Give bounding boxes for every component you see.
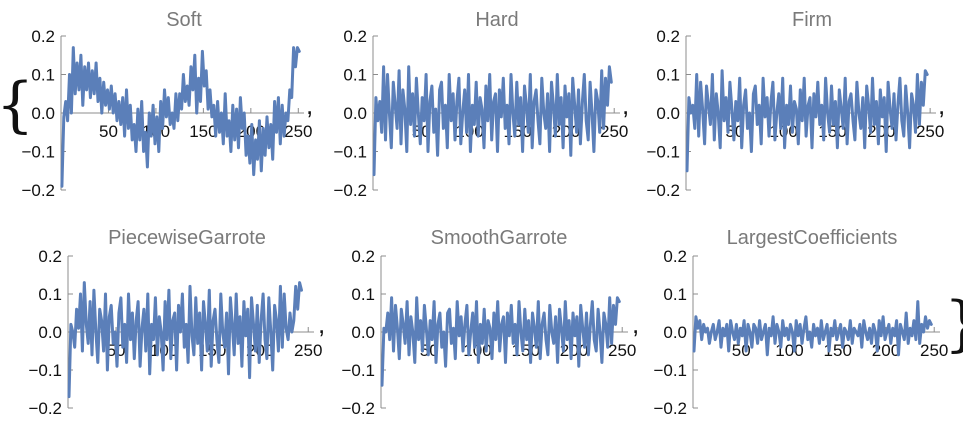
y-tick-label: 0.1 — [343, 66, 367, 85]
y-tick-label: 0.0 — [351, 323, 375, 342]
series-line — [380, 296, 621, 387]
x-tick-label: 250 — [608, 341, 636, 360]
y-tick-label: −0.1 — [653, 361, 687, 380]
separator-comma-4: , — [318, 309, 325, 339]
panel-title: SmoothGarrote — [431, 227, 568, 249]
series-line — [692, 300, 933, 357]
panel-piecewisegarrote: PiecewiseGarrote−0.2−0.10.00.10.250 100 15… — [28, 227, 322, 418]
y-tick-label: −0.1 — [28, 361, 62, 380]
y-tick-label: −0.1 — [646, 143, 680, 162]
x-tick-label: 200 — [552, 122, 580, 141]
y-tick-label: 0.0 — [38, 323, 62, 342]
series-line — [67, 281, 303, 399]
x-tick-label: 200 — [560, 341, 588, 360]
separator-comma-2: , — [622, 90, 629, 120]
panel-title: Firm — [792, 9, 832, 31]
panel-hard: Hard−0.2−0.10.00.10.250 100 150 200 250 — [333, 9, 628, 200]
y-tick-label: −0.2 — [341, 399, 375, 418]
panel-title: LargestCoefficients — [727, 227, 898, 249]
panel-title: Hard — [475, 9, 518, 31]
x-tick-label: 250 — [600, 122, 628, 141]
y-tick-label: −0.2 — [653, 399, 687, 418]
y-tick-label: 0.0 — [343, 104, 367, 123]
y-tick-label: 0.1 — [38, 285, 62, 304]
x-tick-label: 150 — [189, 122, 217, 141]
y-tick-label: 0.0 — [663, 323, 687, 342]
y-tick-label: −0.2 — [646, 181, 680, 200]
x-tick-label: 200 — [867, 122, 895, 141]
y-tick-label: 0.1 — [663, 285, 687, 304]
panel-firm: Firm−0.2−0.10.00.10.250 100 150 200 250 — [646, 9, 944, 200]
y-tick-label: 0.1 — [31, 66, 55, 85]
x-tick-label: 250 — [284, 122, 312, 141]
series-line — [685, 69, 929, 173]
y-tick-label: −0.2 — [333, 181, 367, 200]
y-tick-label: 0.1 — [656, 66, 680, 85]
y-tick-label: 0.0 — [656, 104, 680, 123]
series-line — [60, 46, 301, 188]
y-tick-label: 0.2 — [38, 247, 62, 266]
y-tick-label: −0.2 — [21, 181, 55, 200]
y-tick-label: 0.2 — [343, 27, 367, 46]
series-line — [372, 65, 613, 177]
y-tick-label: 0.2 — [656, 27, 680, 46]
panel-title: Soft — [166, 9, 202, 31]
y-tick-label: −0.1 — [341, 361, 375, 380]
panel-largestcoefficients: LargestCoefficients−0.2−0.10.00.10.250 10… — [653, 227, 948, 418]
y-tick-label: 0.1 — [351, 285, 375, 304]
separator-comma-1: , — [306, 90, 313, 120]
y-tick-label: 0.2 — [31, 27, 55, 46]
panel-smoothgarrote: SmoothGarrote−0.2−0.10.00.10.250 100 150 20… — [341, 227, 636, 418]
separator-comma-3: , — [938, 90, 945, 120]
separator-comma-5: , — [632, 309, 639, 339]
x-tick-label: 250 — [916, 122, 944, 141]
panel-title: PiecewiseGarrote — [108, 227, 266, 249]
y-tick-label: 0.0 — [31, 104, 55, 123]
x-tick-label: 250 — [294, 341, 322, 360]
panel-soft: Soft−0.2−0.10.00.10.250 100 150 200 250 — [21, 9, 312, 200]
y-tick-label: −0.2 — [28, 399, 62, 418]
close-brace: } — [944, 289, 963, 359]
y-tick-label: −0.1 — [21, 143, 55, 162]
x-tick-label: 250 — [920, 341, 948, 360]
y-tick-label: 0.2 — [663, 247, 687, 266]
x-tick-label: 50 — [99, 122, 118, 141]
y-tick-label: −0.1 — [333, 143, 367, 162]
open-brace: { — [0, 70, 34, 140]
y-tick-label: 0.2 — [351, 247, 375, 266]
